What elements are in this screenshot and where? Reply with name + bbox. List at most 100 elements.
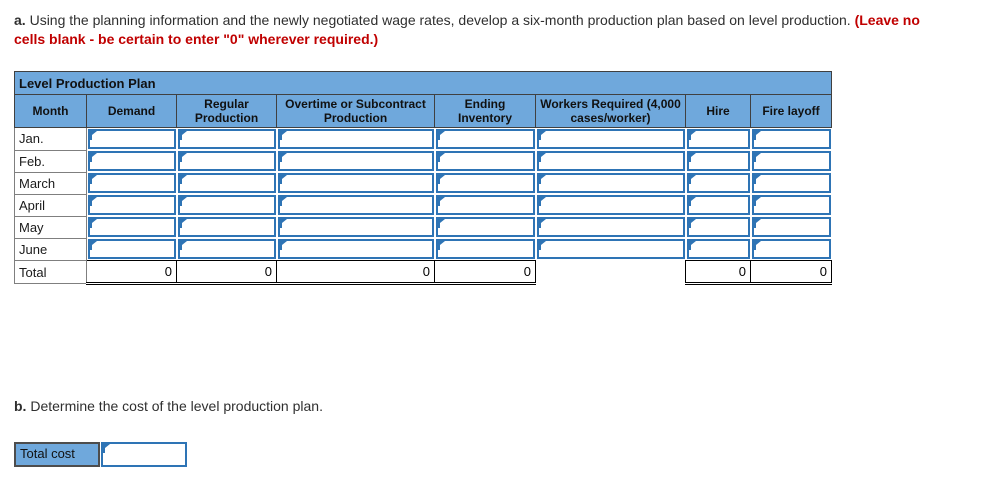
table-row-june: June (14, 237, 832, 261)
col-header-demand: Demand (86, 94, 177, 128)
total-demand: 0 (86, 260, 177, 285)
answer-box (277, 173, 434, 193)
input-march-demand[interactable] (90, 175, 174, 191)
cell (277, 194, 435, 216)
input-feb-demand[interactable] (90, 153, 174, 169)
input-jan-hire[interactable] (688, 131, 748, 147)
input-april-demand[interactable] (90, 197, 174, 213)
input-april-ending[interactable] (437, 197, 533, 213)
cell (686, 238, 751, 261)
cell (751, 238, 832, 261)
month-label: Feb. (14, 149, 87, 173)
input-march-fire[interactable] (753, 175, 829, 191)
input-jan-workers[interactable] (538, 131, 683, 147)
cell (751, 128, 832, 151)
input-feb-hire[interactable] (688, 153, 748, 169)
input-may-overtime[interactable] (279, 219, 432, 235)
input-may-hire[interactable] (688, 219, 748, 235)
input-june-regular[interactable] (179, 241, 274, 257)
level-production-plan-table: Level Production Plan Month Demand Regul… (13, 71, 833, 285)
total-workers-empty (535, 260, 686, 284)
cell (435, 216, 536, 238)
cell (87, 128, 177, 151)
input-jan-regular[interactable] (179, 131, 274, 147)
cell (277, 216, 435, 238)
cell (177, 150, 277, 172)
input-april-regular[interactable] (179, 197, 274, 213)
input-total-cost[interactable] (103, 444, 185, 465)
total-hire: 0 (685, 260, 751, 285)
col-header-hire: Hire (685, 94, 751, 128)
cell (686, 216, 751, 238)
input-jan-overtime[interactable] (279, 131, 432, 147)
cell (177, 172, 277, 194)
input-march-overtime[interactable] (279, 175, 432, 191)
answer-box (536, 151, 685, 171)
input-feb-fire[interactable] (753, 153, 829, 169)
answer-box (536, 195, 685, 215)
table-row-may: May (14, 215, 832, 239)
input-june-hire[interactable] (688, 241, 748, 257)
total-row-label: Total (14, 260, 87, 284)
input-june-workers[interactable] (538, 241, 683, 258)
input-feb-workers[interactable] (538, 153, 683, 169)
cell (177, 194, 277, 216)
table-row-april: April (14, 193, 832, 217)
question-a-label: a. (14, 12, 26, 28)
input-jan-fire[interactable] (753, 131, 829, 147)
input-march-ending[interactable] (437, 175, 533, 191)
cell (435, 128, 536, 151)
cell (87, 238, 177, 261)
cell (686, 172, 751, 194)
input-jan-ending[interactable] (437, 131, 533, 147)
input-april-fire[interactable] (753, 197, 829, 213)
cell (87, 194, 177, 216)
input-april-overtime[interactable] (279, 197, 432, 213)
input-june-overtime[interactable] (279, 241, 432, 257)
answer-box (686, 195, 750, 215)
answer-box (177, 239, 276, 259)
cell (686, 194, 751, 216)
input-april-hire[interactable] (688, 197, 748, 213)
cell (536, 194, 686, 216)
table-header-row: Month Demand Regular Production Overtime… (14, 94, 833, 128)
answer-box (751, 217, 831, 237)
cell (277, 150, 435, 172)
col-header-fire: Fire layoff (749, 94, 833, 128)
cell (686, 150, 751, 172)
input-may-demand[interactable] (90, 219, 174, 235)
answer-box (686, 151, 750, 171)
cell (435, 150, 536, 172)
cell (87, 216, 177, 238)
answer-box (277, 217, 434, 237)
answer-box (435, 173, 535, 193)
answer-box (435, 151, 535, 171)
answer-box (177, 217, 276, 237)
input-march-regular[interactable] (179, 175, 274, 191)
input-may-fire[interactable] (753, 219, 829, 235)
input-april-workers[interactable] (538, 197, 683, 213)
cell (751, 216, 832, 238)
input-march-hire[interactable] (688, 175, 748, 191)
col-header-regular: Regular Production (176, 94, 277, 128)
cell (177, 216, 277, 238)
input-jan-demand[interactable] (90, 131, 174, 147)
answer-box (536, 129, 685, 149)
input-may-ending[interactable] (437, 219, 533, 235)
col-header-ending: Ending Inventory (434, 94, 536, 128)
input-feb-overtime[interactable] (279, 153, 432, 169)
input-may-regular[interactable] (179, 219, 274, 235)
input-june-demand[interactable] (90, 241, 174, 257)
input-feb-regular[interactable] (179, 153, 274, 169)
cell (435, 194, 536, 216)
answer-box (536, 173, 685, 193)
input-june-ending[interactable] (437, 241, 533, 257)
input-june-fire[interactable] (753, 241, 829, 257)
month-label: April (14, 193, 87, 217)
input-march-workers[interactable] (538, 175, 683, 191)
input-feb-ending[interactable] (437, 153, 533, 169)
total-fire: 0 (749, 260, 833, 285)
total-regular: 0 (176, 260, 277, 285)
input-may-workers[interactable] (538, 219, 683, 235)
question-b-label: b. (14, 398, 27, 414)
